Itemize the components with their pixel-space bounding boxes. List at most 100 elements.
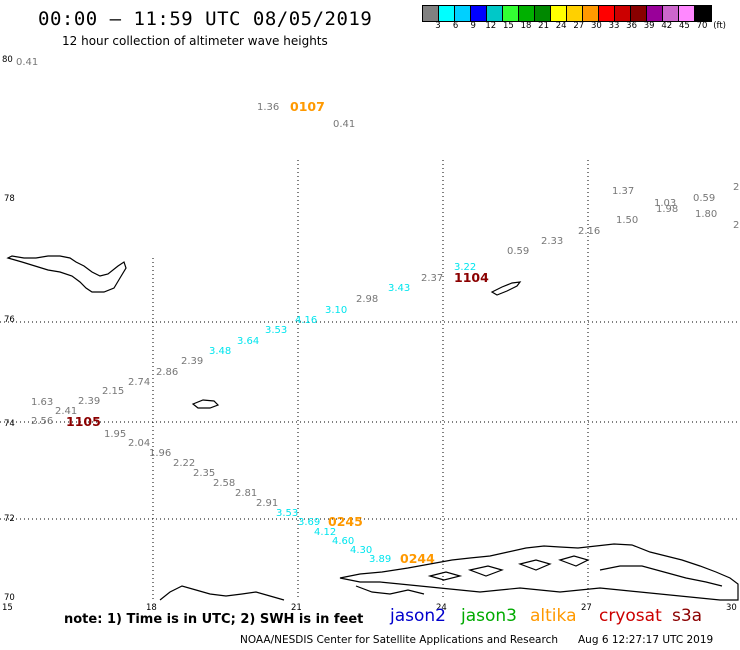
legend-cryosat: cryosat: [599, 606, 662, 626]
legend-altika: altika: [530, 606, 577, 626]
latitude-label: 80: [2, 55, 13, 65]
wave-height-value: 1.95: [104, 429, 126, 440]
wave-height-value: 3.53: [265, 325, 287, 336]
wave-height-value: 2.41: [55, 406, 77, 417]
colorbar-swatch: [695, 6, 711, 21]
longitude-label: 18: [146, 603, 157, 613]
colorbar-label: 12: [485, 21, 497, 31]
colorbar-swatch: [583, 6, 599, 21]
colorbar-label: 45: [678, 21, 690, 31]
pass-time-label: 0245: [328, 514, 363, 529]
wave-height-value: 2.15: [102, 386, 124, 397]
colorbar-swatch: [631, 6, 647, 21]
wave-height-value: 4.60: [332, 536, 354, 547]
wave-height-value: 2.33: [541, 236, 563, 247]
wave-height-value: 1.03: [654, 198, 676, 209]
wave-height-value: 2.56: [31, 416, 53, 427]
wave-height-value: 2.22: [173, 458, 195, 469]
wave-height-value: 0.59: [507, 246, 529, 257]
pass-labels: 0107 1104 1105 0245 0244: [66, 99, 489, 566]
colorbar-label: 18: [520, 21, 532, 31]
longitude-label: 27: [581, 603, 592, 613]
colorbar-label: 36: [626, 21, 638, 31]
wave-height-value: 2.91: [256, 498, 278, 509]
colorbar-label: 42: [661, 21, 673, 31]
wave-height-value: 1.96: [149, 448, 171, 459]
wave-height-value: 2.86: [156, 367, 178, 378]
colorbar-label: 30: [590, 21, 602, 31]
legend-s3a: s3a: [672, 606, 703, 626]
wave-height-colorbar: [422, 5, 712, 22]
colorbar-labels: 3 6 9 12 15 18 21 24 27 30 33 36 39 42 45 70 (ft): [422, 21, 740, 33]
wave-height-value: 0.41: [16, 57, 38, 68]
wave-height-value: 2.39: [78, 396, 100, 407]
longitude-label: 15: [2, 603, 13, 613]
longitude-labels: 15 18 21 24 27 30: [2, 603, 737, 613]
colorbar-label: 27: [573, 21, 585, 31]
colorbar-swatch: [471, 6, 487, 21]
latitude-labels: 80 78 76 74 72 70: [2, 55, 15, 603]
graticule: [0, 160, 740, 600]
pass-time-label: 0244: [400, 551, 435, 566]
latitude-label: 72: [4, 514, 15, 524]
colorbar-label: 9: [470, 21, 476, 31]
wave-height-value: 3.10: [325, 305, 347, 316]
map-subtitle: 12 hour collection of altimeter wave hei…: [62, 34, 328, 48]
longitude-label: 21: [291, 603, 302, 613]
latitude-label: 74: [4, 419, 15, 429]
generated-timestamp: Aug 6 12:27:17 UTC 2019: [578, 634, 714, 646]
colorbar-label: 39: [643, 21, 655, 31]
units-note: note: 1) Time is in UTC; 2) SWH is in fe…: [64, 612, 364, 627]
wave-height-value: 2.35: [193, 468, 215, 479]
wave-height-value: 4.16: [295, 315, 317, 326]
wave-height-value: 1.98: [656, 204, 678, 215]
wave-height-value: 3.64: [237, 336, 259, 347]
colorbar-label: 15: [502, 21, 514, 31]
coastline: [6, 255, 739, 601]
wave-height-value: 2.16: [578, 226, 600, 237]
wave-height-value: 1.37: [612, 186, 634, 197]
wave-height-value: 3.22: [454, 262, 476, 273]
colorbar-swatch: [423, 6, 439, 21]
wave-height-value: 2.37: [421, 273, 443, 284]
wave-height-value: 2.74: [128, 377, 150, 388]
wave-height-value: 4.30: [350, 545, 372, 556]
wave-height-value: 2.39: [181, 356, 203, 367]
colorbar-swatch: [567, 6, 583, 21]
pass-time-label: 1104: [454, 270, 489, 285]
longitude-label: 30: [726, 603, 737, 613]
wave-height-value: 4.12: [314, 527, 336, 538]
wave-height-value: 2.58: [213, 478, 235, 489]
wave-height-value: 1.80: [695, 209, 717, 220]
credit-footer: NOAA/NESDIS Center for Satellite Applica…: [240, 634, 558, 646]
colorbar-swatch: [599, 6, 615, 21]
wave-height-value: 2: [733, 220, 739, 231]
wave-height-value: 1.36: [257, 102, 279, 113]
map-title: 00:00 – 11:59 UTC 08/05/2019: [38, 8, 373, 30]
wave-height-value: 2.98: [356, 294, 378, 305]
colorbar-swatch: [535, 6, 551, 21]
colorbar-swatch: [647, 6, 663, 21]
pass-time-label: 1105: [66, 414, 101, 429]
latitude-label: 78: [4, 194, 15, 204]
legend-jason3: jason3: [461, 606, 517, 626]
colorbar-label: 3: [435, 21, 441, 31]
colorbar-swatch: [663, 6, 679, 21]
wave-height-value: 3.48: [209, 346, 231, 357]
colorbar-swatch: [519, 6, 535, 21]
colorbar-label: 21: [538, 21, 550, 31]
wave-height-value: 1.50: [616, 215, 638, 226]
wave-height-value: 3.89: [369, 554, 391, 565]
colorbar-swatch: [551, 6, 567, 21]
pass-time-label: 0107: [290, 99, 325, 114]
colorbar-swatch: [455, 6, 471, 21]
colorbar-label: 33: [608, 21, 620, 31]
wave-height-value: 3.53: [276, 508, 298, 519]
wave-height-value: 3.43: [388, 283, 410, 294]
colorbar-label: 70: [696, 21, 708, 31]
colorbar-label: 6: [452, 21, 459, 31]
colorbar-label: 24: [555, 21, 567, 31]
wave-height-value: 1.63: [31, 397, 53, 408]
legend-jason2: jason2: [390, 606, 446, 626]
